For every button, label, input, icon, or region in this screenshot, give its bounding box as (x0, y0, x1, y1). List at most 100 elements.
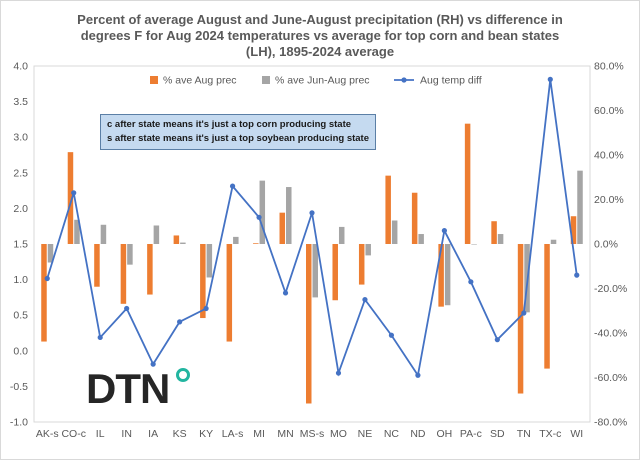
category-label: IN (121, 428, 132, 440)
right-tick-label: -80.0% (594, 417, 627, 429)
annotation-box: c after state means it's just a top corn… (100, 114, 376, 150)
bar-aug-prec (200, 244, 206, 319)
bar-aug-prec (226, 244, 233, 342)
bar-jun-aug-prec (233, 236, 239, 244)
category-label: ND (410, 428, 426, 440)
chart-title-line-1: Percent of average August and June-Augus… (77, 12, 563, 27)
chart-title: Percent of average August and June-Augus… (20, 12, 620, 60)
left-tick-label: 1.0 (13, 274, 28, 286)
plot-area (33, 65, 591, 423)
category-label: PA-c (460, 428, 482, 440)
bar-jun-aug-prec (180, 242, 186, 244)
point-temp-diff (282, 290, 289, 296)
legend-marker (401, 77, 407, 83)
left-tick-label: 2.5 (13, 167, 28, 179)
bar-aug-prec (94, 244, 100, 287)
right-tick-label: 60.0% (594, 105, 624, 117)
category-label: IL (96, 428, 105, 440)
category-label: OH (437, 428, 453, 440)
bar-jun-aug-prec (471, 244, 477, 245)
left-tick-label: 2.0 (13, 203, 28, 215)
right-tick-label: 80.0% (594, 61, 624, 73)
bar-jun-aug-prec (127, 244, 133, 265)
annotation-soybean: s after state means it's just a top soyb… (107, 133, 369, 144)
point-temp-diff (203, 305, 209, 312)
category-label: KS (173, 428, 187, 440)
category-label: AK-s (36, 428, 59, 440)
bar-jun-aug-prec (100, 224, 107, 244)
left-tick-label: 4.0 (13, 61, 28, 73)
point-temp-diff (547, 76, 553, 82)
chart-title-line-2: degrees F for Aug 2024 temperatures vs a… (80, 28, 560, 43)
bar-aug-prec (358, 244, 365, 285)
category-label: TX-c (539, 428, 561, 440)
bar-jun-aug-prec (153, 225, 160, 244)
bar-aug-prec (491, 221, 497, 244)
bar-jun-aug-prec (550, 239, 557, 244)
bar-jun-aug-prec (577, 170, 583, 244)
left-tick-label: 0.0 (13, 345, 28, 357)
left-tick-label: 3.5 (13, 96, 28, 108)
bar-jun-aug-prec (74, 219, 80, 244)
category-label: WI (570, 428, 583, 440)
bar-aug-prec (570, 216, 577, 244)
bar-aug-prec (253, 243, 259, 244)
bar-aug-prec (464, 123, 471, 244)
bar-jun-aug-prec (259, 180, 266, 244)
bar-jun-aug-prec (312, 244, 318, 298)
point-temp-diff (441, 228, 447, 234)
bar-jun-aug-prec (444, 244, 451, 306)
point-temp-diff (177, 319, 183, 325)
dtn-logo-dot-icon (176, 368, 190, 382)
point-temp-diff (335, 370, 342, 376)
right-tick-label: 0.0% (594, 239, 618, 251)
category-label: LA-s (222, 428, 244, 440)
category-label: TN (517, 428, 531, 440)
bar-aug-prec (279, 212, 286, 244)
bar-aug-prec (411, 192, 418, 244)
point-temp-diff (71, 190, 77, 196)
left-tick-label: -1.0 (10, 417, 28, 429)
bar-jun-aug-prec (206, 244, 213, 278)
point-temp-diff (388, 332, 395, 338)
bar-aug-prec (41, 244, 47, 342)
point-temp-diff (229, 183, 236, 189)
category-label: MO (330, 428, 347, 440)
legend-swatch (150, 76, 158, 84)
category-label: IA (148, 428, 158, 440)
bar-aug-prec (544, 244, 550, 369)
right-tick-label: -40.0% (594, 328, 627, 340)
legend-label: % ave Aug prec (163, 75, 237, 87)
bar-jun-aug-prec (365, 244, 371, 256)
bar-jun-aug-prec (286, 187, 292, 244)
annotation-corn: c after state means it's just a top corn… (107, 119, 352, 130)
category-label: MI (253, 428, 265, 440)
category-label: NC (384, 428, 400, 440)
bar-aug-prec (438, 244, 444, 307)
bar-jun-aug-prec (497, 234, 504, 244)
bar-jun-aug-prec (47, 244, 54, 263)
right-tick-label: 20.0% (594, 194, 624, 206)
bar-jun-aug-prec (391, 220, 398, 244)
category-label: MS-s (300, 428, 325, 440)
left-tick-label: 0.5 (13, 310, 28, 322)
left-tick-label: 1.5 (13, 239, 28, 251)
bar-aug-prec (67, 152, 74, 244)
bar-aug-prec (385, 175, 391, 244)
dtn-logo: DTN (86, 365, 190, 412)
right-tick-label: 40.0% (594, 150, 624, 162)
legend-swatch (262, 76, 270, 84)
point-temp-diff (150, 361, 156, 367)
bar-jun-aug-prec (338, 226, 345, 244)
category-label: NE (358, 428, 373, 440)
bar-jun-aug-prec (418, 234, 424, 244)
bar-aug-prec (173, 235, 180, 244)
point-temp-diff (309, 210, 315, 216)
point-temp-diff (494, 337, 500, 343)
dtn-logo-text: DTN (86, 365, 170, 412)
point-temp-diff (521, 310, 527, 316)
category-label: MN (277, 428, 293, 440)
point-temp-diff (362, 297, 368, 303)
point-temp-diff (44, 275, 50, 282)
